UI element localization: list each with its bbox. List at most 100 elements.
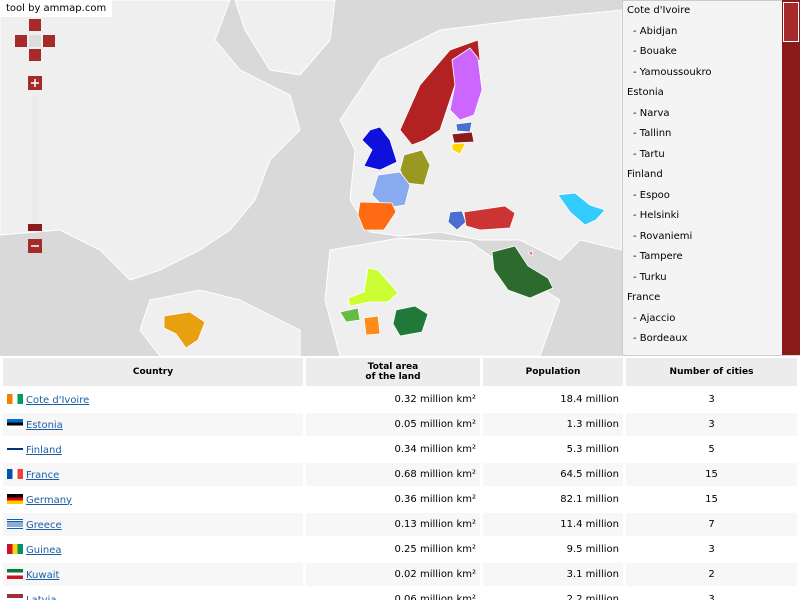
country-link[interactable]: Guinea: [26, 544, 62, 556]
city-list: Cote d'Ivoire - Abidjan - Bouake - Yamousso…: [622, 0, 784, 356]
city-item[interactable]: - Tallinn: [633, 128, 672, 139]
country-link[interactable]: Latvia: [26, 594, 57, 600]
country-link[interactable]: Estonia: [26, 419, 63, 431]
area-cell: 0.13 million km²: [306, 513, 480, 536]
country-table: Country Total area of the land Population…: [0, 356, 800, 600]
country-link[interactable]: Kuwait: [26, 569, 60, 581]
country-cell: Latvia: [3, 588, 303, 600]
scrollbar[interactable]: [782, 0, 800, 355]
flag: [7, 468, 23, 479]
map-controls: [15, 19, 55, 253]
header-row: Country Total area of the land Population…: [3, 358, 797, 386]
flag: [7, 568, 23, 579]
table-row: Kuwait 0.02 million km² 3.1 million 2: [3, 563, 797, 586]
table-row: Latvia 0.06 million km² 2.2 million 3: [3, 588, 797, 600]
city-item[interactable]: - Tartu: [633, 148, 665, 160]
pan-right[interactable]: [43, 35, 55, 47]
country-link[interactable]: Finland: [26, 444, 62, 456]
pan-left[interactable]: [15, 35, 27, 47]
country-item[interactable]: Estonia: [627, 87, 664, 98]
city-item[interactable]: - Bouake: [633, 46, 677, 57]
table-row: France 0.68 million km² 64.5 million 15: [3, 463, 797, 486]
country-cell: Greece: [3, 513, 303, 536]
population-cell: 1.3 million: [483, 413, 623, 436]
city-item[interactable]: - Abidjan: [633, 25, 678, 37]
cities-cell: 2: [626, 563, 797, 586]
flag: [7, 493, 23, 504]
flag: [7, 593, 23, 600]
table-row: Greece 0.13 million km² 11.4 million 7: [3, 513, 797, 536]
country-cell: Guinea: [3, 538, 303, 561]
flag: [7, 543, 23, 554]
cities-cell: 15: [705, 494, 718, 505]
area-cell: 0.06 million km²: [394, 594, 476, 600]
country-cell: Kuwait: [3, 563, 303, 586]
header-line: of the land: [365, 372, 421, 382]
city-item[interactable]: - Turku: [633, 271, 667, 283]
cities-cell: 3: [708, 594, 715, 600]
home[interactable]: [29, 35, 41, 47]
population-cell: 3.1 million: [483, 563, 623, 586]
population-cell: 9.5 million: [566, 544, 619, 555]
area-cell: 0.25 million km²: [394, 544, 476, 555]
cities-cell: 7: [626, 513, 797, 536]
flag: [7, 443, 23, 454]
city-item[interactable]: - Ajaccio: [633, 312, 676, 324]
tool-label: tool by ammap.com: [0, 0, 113, 17]
cities-cell: 15: [626, 463, 797, 486]
country-link[interactable]: Greece: [26, 519, 62, 531]
flag: [7, 393, 23, 404]
country-cell: Finland: [3, 438, 303, 461]
pan-down[interactable]: [29, 49, 41, 61]
header-cell: Country: [3, 358, 303, 386]
country-link[interactable]: Germany: [26, 494, 72, 506]
area-cell: 0.68 million km²: [306, 463, 480, 486]
flag: [7, 418, 23, 429]
population-cell: 82.1 million: [560, 494, 619, 505]
cities-cell: 3: [708, 394, 715, 405]
cities-cell: 5: [708, 444, 715, 455]
area-cell: 0.02 million km²: [306, 563, 480, 586]
population-cell: 18.4 million: [560, 394, 619, 405]
country-cell: Cote d'Ivoire: [3, 388, 303, 411]
population-cell: 64.5 million: [483, 463, 623, 486]
country-link[interactable]: France: [26, 469, 60, 481]
city-item[interactable]: - Espoo: [633, 189, 670, 201]
country-cell: Estonia: [3, 413, 303, 436]
cities-cell: 3: [708, 544, 715, 555]
country-cell: France: [3, 463, 303, 486]
population-cell: 5.3 million: [566, 444, 619, 455]
flag: [7, 518, 23, 529]
area-cell: 0.32 million km²: [394, 394, 476, 405]
population-cell: 2.2 million: [566, 594, 619, 600]
city-item[interactable]: - Yamoussoukro: [633, 66, 712, 78]
city-item[interactable]: - Narva: [633, 107, 670, 119]
header-cell: Population: [483, 358, 623, 386]
population-cell: 11.4 million: [483, 513, 623, 536]
country-cell: Germany: [3, 488, 303, 511]
area-cell: 0.34 million km²: [394, 444, 476, 455]
city-item[interactable]: - Helsinki: [633, 210, 680, 221]
table-row: Cote d'Ivoire 0.32 million km² 18.4 millio…: [3, 388, 797, 411]
header-cell: Total area of the land: [306, 358, 480, 386]
table-row: Germany 0.36 million km² 82.1 million 15: [3, 488, 797, 511]
cities-cell: 3: [626, 413, 797, 436]
area-cell: 0.36 million km²: [394, 494, 476, 505]
city-item[interactable]: - Tampere: [633, 251, 683, 262]
header-line: Total area: [367, 362, 419, 372]
country-item[interactable]: France: [627, 292, 661, 303]
countries: [163, 39, 606, 349]
country-item[interactable]: Cote d'Ivoire: [627, 5, 691, 16]
city-item[interactable]: - Rovaniemi: [633, 230, 693, 242]
table-row: Guinea 0.25 million km² 9.5 million 3: [3, 538, 797, 561]
pan-up[interactable]: [29, 19, 41, 31]
area-cell: 0.05 million km²: [306, 413, 480, 436]
table-row: Finland 0.34 million km² 5.3 million 5: [3, 438, 797, 461]
country-link[interactable]: Cote d'Ivoire: [26, 394, 90, 406]
table-row: Estonia 0.05 million km² 1.3 million 3: [3, 413, 797, 436]
city-item[interactable]: - Bordeaux: [633, 333, 688, 344]
header-cell: Number of cities: [626, 358, 797, 386]
zoom-slider[interactable]: [28, 224, 42, 231]
country-item[interactable]: Finland: [627, 169, 663, 180]
